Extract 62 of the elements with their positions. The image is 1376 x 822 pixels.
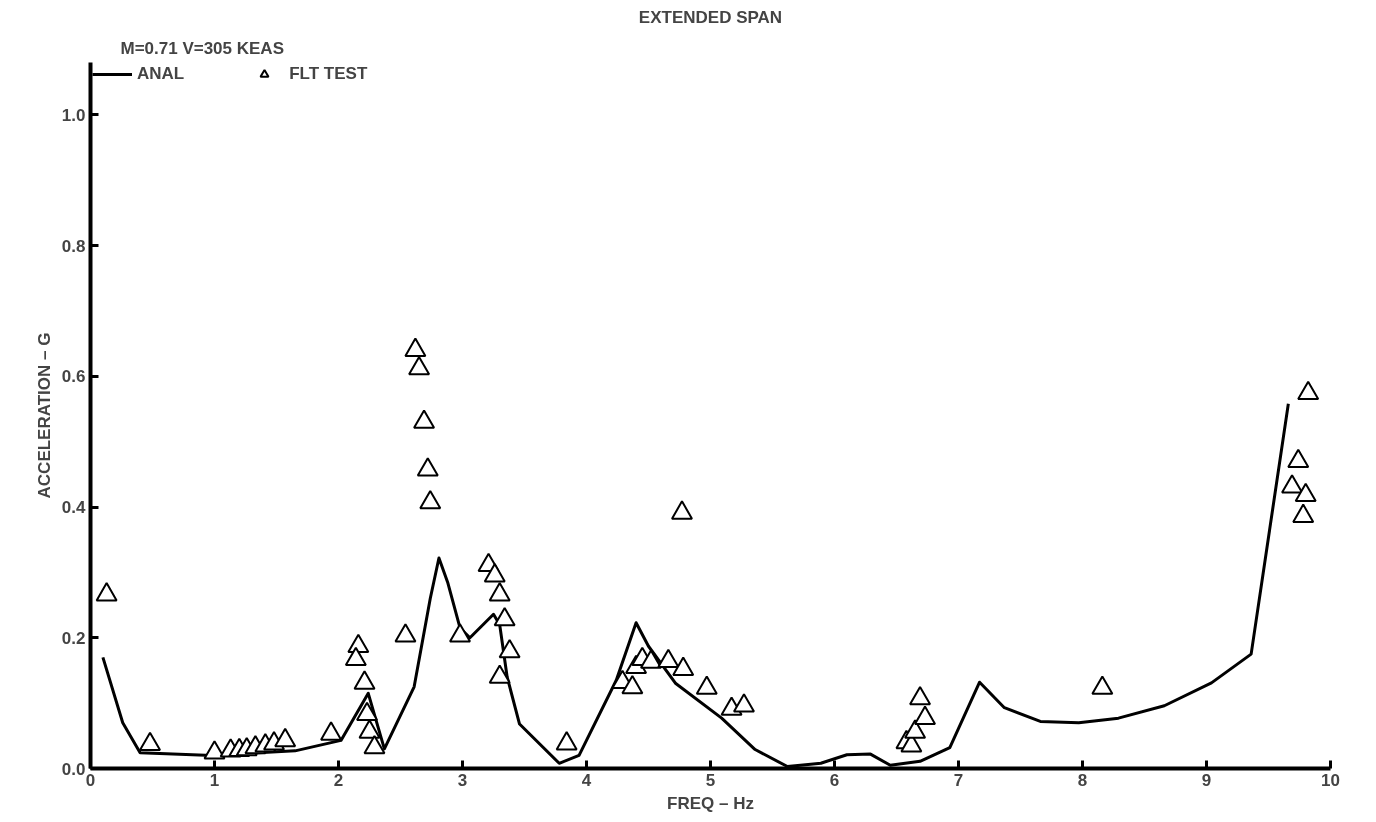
y-tick-label: 1.0 [61, 105, 86, 125]
point [670, 500, 693, 520]
point [404, 337, 427, 357]
chart-title: EXTENDED SPAN [638, 7, 783, 27]
y-tick-label: 0.6 [61, 367, 86, 387]
point [488, 664, 511, 684]
point [555, 731, 578, 751]
point [1091, 675, 1114, 695]
x-tick-label: 3 [457, 770, 468, 790]
y-tick-label: 0.0 [61, 759, 86, 779]
point [483, 563, 506, 583]
point [498, 638, 521, 659]
point [672, 656, 695, 676]
point [1281, 474, 1304, 494]
x-tick-label: 4 [581, 770, 592, 790]
point [695, 675, 718, 695]
y-tick-label: 0.2 [61, 628, 86, 648]
x-axis-title: FREQ – Hz [667, 793, 754, 813]
point [1297, 380, 1320, 401]
point [1294, 482, 1317, 503]
point [363, 735, 386, 755]
point [904, 719, 927, 739]
point [493, 606, 516, 627]
x-tick-label: 6 [829, 770, 840, 790]
point [95, 582, 118, 602]
point [732, 693, 755, 713]
x-tick-label: 10 [1321, 770, 1340, 790]
point [419, 489, 442, 510]
x-tick-label: 0 [85, 770, 96, 790]
x-tick-label: 1 [209, 770, 220, 790]
chart-subtitle: M=0.71 V=305 KEAS [120, 38, 284, 58]
x-tick-label: 2 [333, 770, 344, 790]
point [274, 727, 297, 748]
point [408, 355, 431, 376]
legend-label: ANAL [137, 64, 185, 84]
point [914, 705, 937, 725]
point [353, 670, 376, 690]
point [621, 674, 644, 695]
point [449, 623, 472, 643]
point [203, 740, 226, 760]
point [358, 719, 381, 739]
point [909, 686, 932, 706]
point [320, 721, 343, 741]
point [413, 409, 436, 429]
legend-label: FLT TEST [289, 64, 368, 84]
point [1292, 503, 1315, 523]
point [416, 457, 439, 477]
x-tick-label: 7 [953, 770, 964, 790]
x-tick-label: 5 [705, 770, 716, 790]
point [488, 582, 511, 602]
point [344, 646, 367, 667]
point [394, 623, 417, 643]
x-tick-label: 9 [1201, 770, 1212, 790]
y-tick-label: 0.8 [61, 236, 86, 256]
point [1287, 448, 1310, 469]
point [139, 731, 162, 752]
x-tick-label: 8 [1077, 770, 1088, 790]
y-axis-title: ACCELERATION – G [34, 332, 54, 499]
point [657, 648, 680, 669]
point [639, 649, 662, 669]
y-tick-label: 0.4 [61, 498, 87, 518]
point [356, 701, 379, 722]
